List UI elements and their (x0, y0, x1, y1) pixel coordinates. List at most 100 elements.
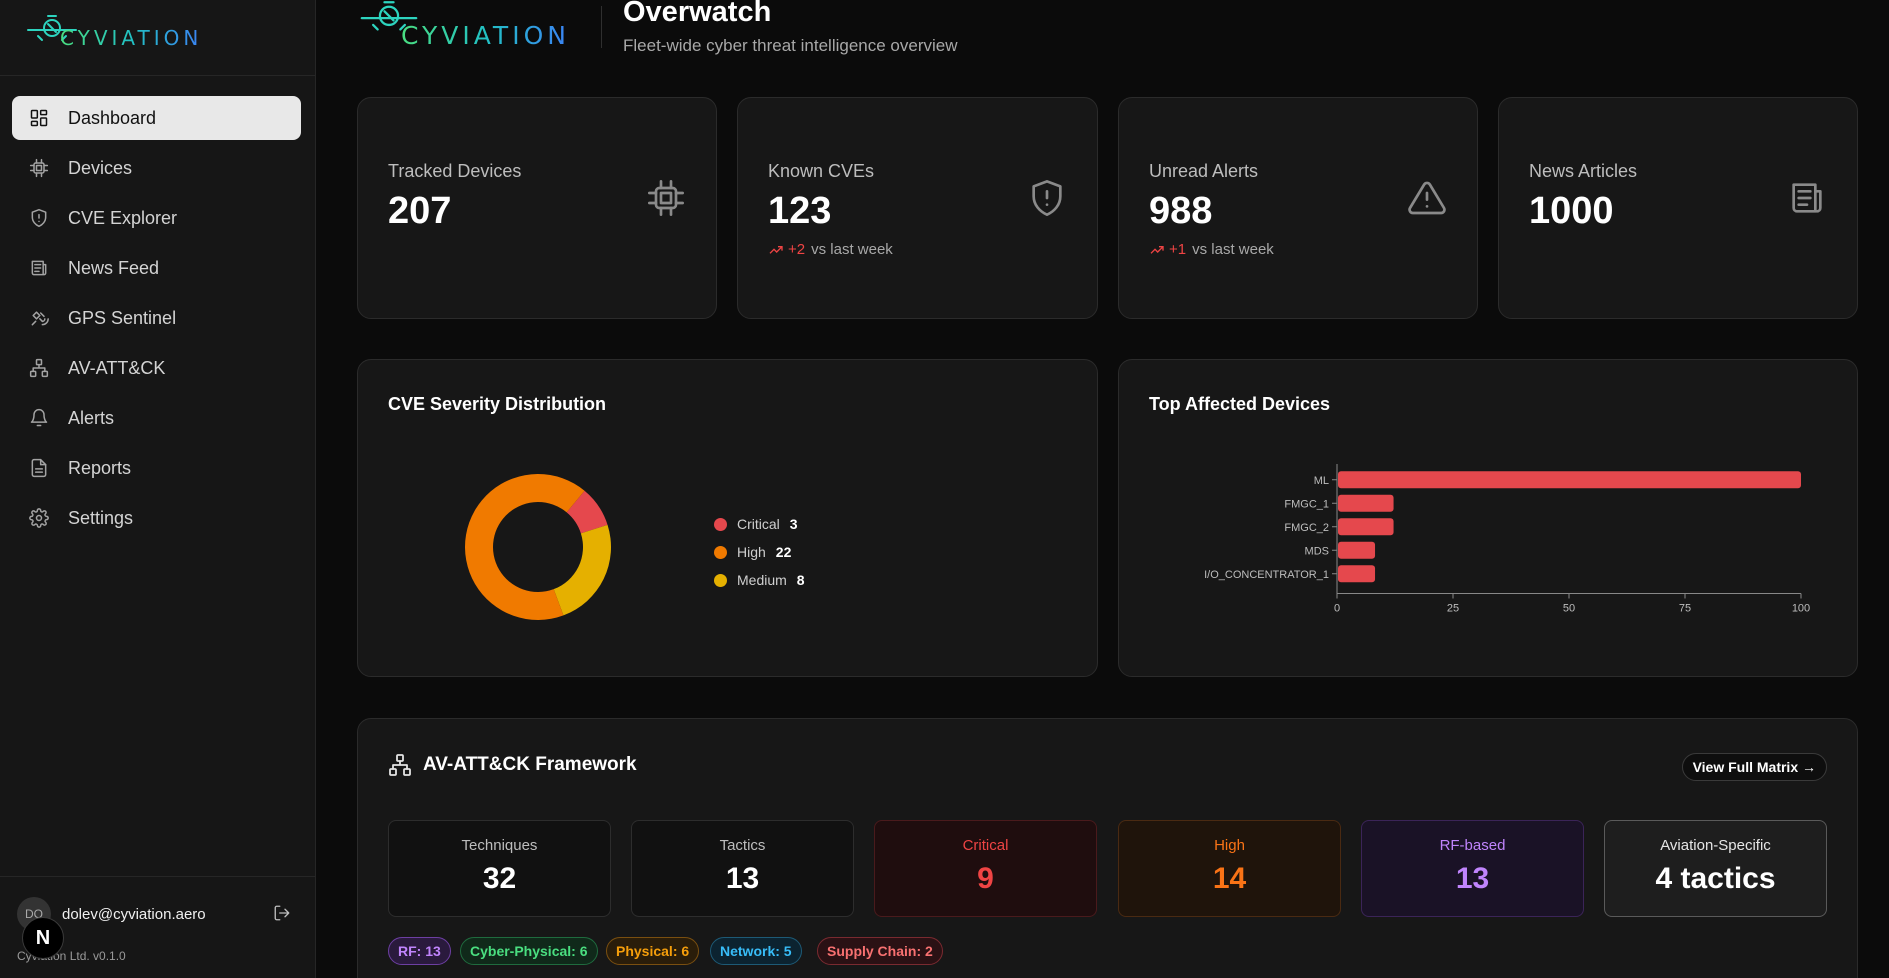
y-tick-label: FMGC_1 (1284, 498, 1329, 510)
stat-value: 988 (1149, 190, 1213, 232)
stat-label: Known CVEs (768, 161, 875, 181)
sidebar-item-label: GPS Sentinel (68, 307, 177, 328)
bar-fmgc-1[interactable] (1338, 494, 1394, 512)
airplane-logo-icon (360, 1, 418, 31)
shield-icon (28, 207, 50, 229)
tag-physical[interactable]: Physical: 6 (606, 937, 700, 965)
sidebar-item-cve-explorer[interactable]: CVE Explorer (12, 196, 301, 240)
shield-alert-icon (1027, 178, 1067, 218)
logout-icon[interactable] (273, 904, 293, 924)
bell-icon (28, 407, 50, 429)
severity-donut-chart (465, 474, 611, 620)
stat-value: 123 (768, 190, 832, 232)
y-tick-label: I/O_CONCENTRATOR_1 (1204, 569, 1329, 581)
sidebar-item-news-feed[interactable]: News Feed (12, 246, 301, 290)
bar-fmgc-2[interactable] (1338, 518, 1394, 536)
x-tick-label: 50 (1563, 603, 1575, 615)
sidebar-item-reports[interactable]: Reports (12, 446, 301, 490)
metric-aviation-specific[interactable]: Aviation-Specific 4 tactics (1604, 820, 1827, 917)
stat-trend: +2 vs last week (768, 241, 893, 258)
gear-icon (28, 507, 50, 529)
logo-text: CYVIATION (60, 26, 203, 50)
bar-mds[interactable] (1338, 541, 1376, 559)
chip-icon (646, 178, 686, 218)
tag-rf[interactable]: RF: 13 (388, 937, 451, 965)
legend-item-medium: Medium 8 (714, 566, 805, 594)
stat-trend: +1 vs last week (1149, 241, 1274, 258)
dashboard-icon (28, 107, 50, 129)
panel-title: AV-ATT&CK Framework (423, 754, 637, 775)
sidebar-footer: DO dolev@cyviation.aero Cyviation Ltd. v… (0, 876, 316, 978)
stat-card-unread-alerts: Unread Alerts 988 +1 vs last week (1118, 97, 1478, 319)
legend-item-high: High 22 (714, 538, 805, 566)
metric-high[interactable]: High 14 (1118, 820, 1341, 917)
network-icon (388, 753, 412, 777)
panel-title: CVE Severity Distribution (388, 394, 607, 414)
top-devices-panel: Top Affected Devices ML FMGC_1 FMGC_2 MDS I/… (1118, 359, 1858, 677)
donut-slice-high[interactable] (465, 474, 585, 620)
stat-label: Tracked Devices (388, 161, 522, 181)
sidebar-item-gps-sentinel[interactable]: GPS Sentinel (12, 296, 301, 340)
stat-card-tracked-devices: Tracked Devices 207 (357, 97, 717, 319)
metric-techniques[interactable]: Techniques 32 (388, 820, 611, 917)
next-dev-badge[interactable]: N (22, 917, 64, 959)
chip-icon (28, 157, 50, 179)
view-full-matrix-button[interactable]: View Full Matrix → (1681, 753, 1827, 781)
y-tick-label: FMGC_2 (1284, 522, 1329, 534)
network-icon (28, 357, 50, 379)
sidebar-logo-area: CYVIATION (0, 0, 315, 76)
av-attck-panel: AV-ATT&CK Framework View Full Matrix → T… (357, 718, 1858, 978)
x-tick-label: 100 (1792, 603, 1810, 615)
sidebar-item-label: AV-ATT&CK (68, 357, 166, 378)
logo-text: CYVIATION (401, 21, 570, 50)
newspaper-icon (28, 257, 50, 279)
trend-up-icon: +1 (1149, 241, 1186, 258)
bar-ml[interactable] (1338, 471, 1801, 489)
metric-rf-based[interactable]: RF-based 13 (1361, 820, 1584, 917)
y-tick-label: ML (1314, 475, 1329, 487)
page-subtitle: Fleet-wide cyber threat intelligence ove… (623, 36, 958, 55)
metric-critical[interactable]: Critical 9 (874, 820, 1097, 917)
sidebar-item-alerts[interactable]: Alerts (12, 396, 301, 440)
sidebar: CYVIATION Dashboard Devices CVE Explorer… (0, 0, 316, 978)
sidebar-item-settings[interactable]: Settings (12, 496, 301, 540)
header-divider (601, 6, 602, 48)
sidebar-item-label: CVE Explorer (68, 207, 178, 228)
panel-title: Top Affected Devices (1149, 394, 1331, 414)
header-logo: CYVIATION (357, 0, 570, 50)
top-devices-bar-chart: ML FMGC_1 FMGC_2 MDS I/O_CONCENTRATOR_1 0 25 50… (1204, 464, 1810, 615)
sidebar-item-av-attck[interactable]: AV-ATT&CK (12, 346, 301, 390)
legend-item-critical: Critical 3 (714, 510, 805, 538)
stat-label: Unread Alerts (1149, 161, 1259, 181)
cve-severity-panel: CVE Severity Distribution Critical 3 High… (357, 359, 1098, 677)
metric-tactics[interactable]: Tactics 13 (631, 820, 854, 917)
sidebar-item-devices[interactable]: Devices (12, 146, 301, 190)
user-email: dolev@cyviation.aero (62, 906, 206, 923)
stat-card-known-cves: Known CVEs 123 +2 vs last week (737, 97, 1098, 319)
sidebar-item-label: Alerts (68, 407, 115, 428)
donut-slice-medium[interactable] (553, 524, 611, 616)
report-icon (28, 457, 50, 479)
brand-logo[interactable]: CYVIATION (26, 14, 202, 50)
sidebar-item-label: Dashboard (68, 107, 157, 128)
tag-cyber-physical[interactable]: Cyber-Physical: 6 (460, 937, 598, 965)
stat-value: 1000 (1529, 190, 1614, 232)
sidebar-item-dashboard[interactable]: Dashboard (12, 96, 301, 140)
severity-legend: Critical 3 High 22 Medium 8 (714, 510, 805, 594)
warning-icon (1407, 178, 1447, 218)
x-tick-label: 75 (1679, 603, 1691, 615)
tag-supply-chain[interactable]: Supply Chain: 2 (817, 937, 943, 965)
sidebar-item-label: Settings (68, 507, 134, 528)
x-tick-label: 25 (1447, 603, 1459, 615)
stat-card-news-articles: News Articles 1000 (1498, 97, 1858, 319)
tag-network[interactable]: Network: 5 (710, 937, 802, 965)
airplane-logo-icon (27, 15, 77, 41)
donut-slice-critical[interactable] (566, 490, 608, 534)
newspaper-icon (1787, 178, 1827, 218)
bar-i-o-concentrator-1[interactable] (1338, 565, 1376, 583)
satellite-icon (28, 307, 50, 329)
sidebar-item-label: Devices (68, 157, 133, 178)
sidebar-nav: Dashboard Devices CVE Explorer News Feed… (12, 96, 301, 546)
trend-up-icon: +2 (768, 241, 805, 258)
sidebar-item-label: Reports (68, 457, 132, 478)
